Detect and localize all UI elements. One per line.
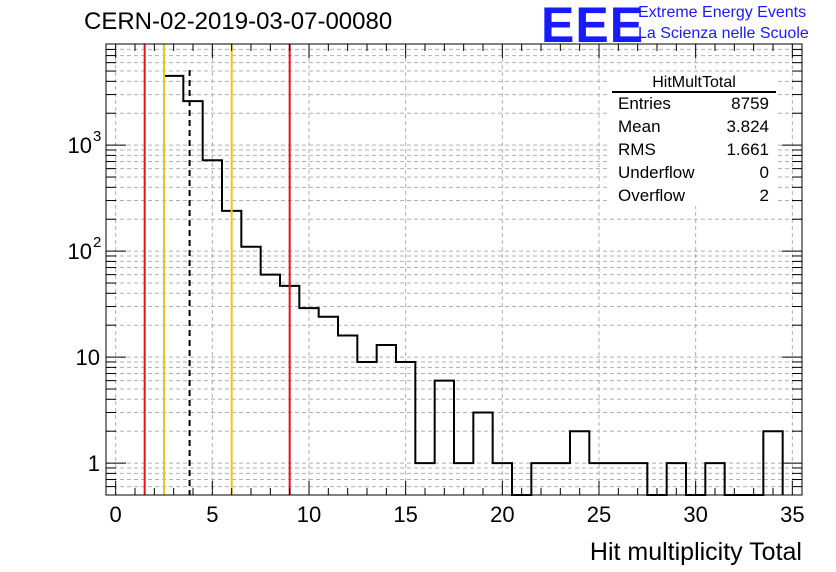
stats-label: Overflow [618, 186, 686, 205]
stats-value: 0 [760, 163, 769, 182]
plot-title: CERN-02-2019-03-07-00080 [84, 8, 393, 35]
stats-label: Underflow [618, 163, 695, 182]
stats-box-bg [610, 72, 778, 206]
histogram-bin [241, 247, 260, 495]
stats-label: Mean [618, 117, 661, 136]
axis-ticks [106, 43, 802, 496]
histogram-bin [473, 413, 492, 495]
y-tick-exponent: 2 [93, 234, 101, 251]
histogram-bin [319, 317, 338, 495]
x-axis-title: Hit multiplicity Total [590, 538, 802, 566]
histogram-bin [377, 345, 396, 495]
y-tick-exponent: 3 [93, 128, 101, 145]
stats-label: RMS [618, 140, 656, 159]
histogram-bin [396, 362, 415, 495]
stats-value: 3.824 [726, 117, 769, 136]
stats-value: 1.661 [726, 140, 769, 159]
histogram-outline [163, 74, 784, 496]
x-tick-label: 5 [206, 502, 218, 527]
y-tick-label: 1 [88, 451, 100, 476]
y-tick-label: 10 [68, 239, 92, 264]
histogram-bin [435, 381, 454, 495]
histogram-bin [261, 275, 280, 495]
x-tick-label: 20 [490, 502, 514, 527]
y-tick-label: 10 [76, 345, 100, 370]
histogram-bin [299, 308, 318, 495]
histogram-bin [164, 76, 183, 495]
y-tick-label: 10 [68, 133, 92, 158]
histogram-bin [763, 431, 782, 495]
x-tick-label: 25 [587, 502, 611, 527]
x-tick-label: 0 [110, 502, 122, 527]
stats-box: HitMultTotal Entries 8759 Mean 3.824 RMS 1.661… [610, 72, 778, 206]
logo-line-1: Extreme Energy Events [638, 4, 807, 21]
plot-frame [105, 43, 803, 496]
x-tick-label: 35 [780, 502, 804, 527]
histogram-bin [570, 431, 589, 495]
x-tick-label: 30 [683, 502, 707, 527]
stats-name: HitMultTotal [652, 74, 736, 91]
marker-lines [143, 44, 291, 495]
x-tick-label: 10 [297, 502, 321, 527]
histogram-bin [203, 160, 222, 495]
logo-line-2: La Scienza nelle Scuole [638, 25, 809, 42]
histogram-bin [338, 335, 357, 495]
stats-value: 8759 [731, 94, 769, 113]
stats-value: 2 [760, 186, 769, 205]
histogram-bin [183, 101, 202, 495]
x-tick-label: 15 [393, 502, 417, 527]
histogram-bin [357, 362, 376, 495]
stats-label: Entries [618, 94, 671, 113]
